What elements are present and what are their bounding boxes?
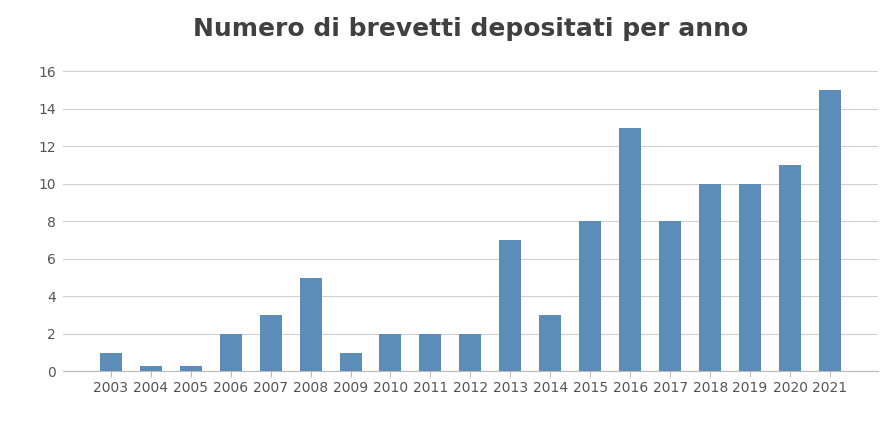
Bar: [99, 353, 122, 371]
Bar: [819, 90, 841, 371]
Bar: [340, 353, 361, 371]
Bar: [619, 128, 642, 371]
Bar: [299, 277, 322, 371]
Bar: [739, 184, 761, 371]
Bar: [419, 334, 442, 371]
Bar: [699, 184, 721, 371]
Bar: [460, 334, 481, 371]
Bar: [580, 221, 601, 371]
Bar: [220, 334, 242, 371]
Bar: [659, 221, 681, 371]
Bar: [539, 315, 561, 371]
Title: Numero di brevetti depositati per anno: Numero di brevetti depositati per anno: [193, 17, 748, 41]
Bar: [380, 334, 401, 371]
Bar: [499, 240, 521, 371]
Bar: [780, 165, 801, 371]
Bar: [140, 366, 161, 371]
Bar: [260, 315, 281, 371]
Bar: [180, 366, 202, 371]
